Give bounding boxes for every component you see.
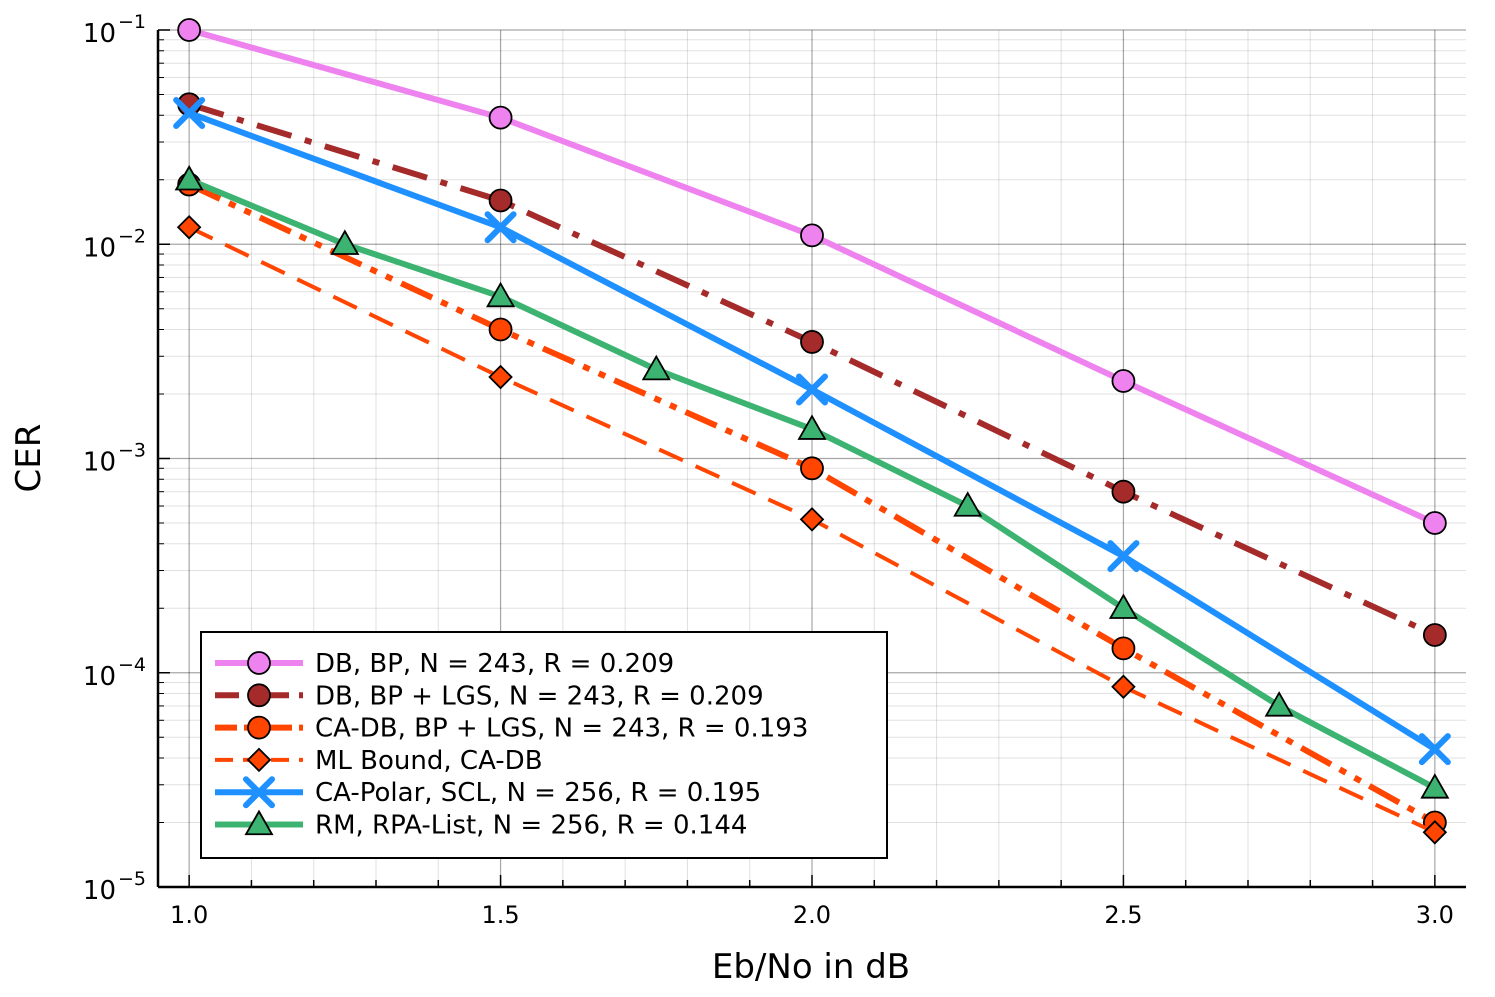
data-point xyxy=(953,491,983,517)
legend-label: DB, BP, N = 243, R = 0.209 xyxy=(315,649,674,679)
data-point xyxy=(488,364,513,390)
y-axis-label: CER xyxy=(9,424,49,493)
data-point xyxy=(1420,773,1450,799)
legend-box xyxy=(200,631,888,859)
data-point xyxy=(488,105,513,130)
legend-marker xyxy=(243,776,275,809)
data-point xyxy=(486,281,516,308)
data-point xyxy=(177,18,202,42)
data-point xyxy=(1422,511,1447,535)
y-tick-exponent: −4 xyxy=(118,654,146,676)
data-point xyxy=(1264,691,1294,717)
y-tick-label: 10 xyxy=(83,448,116,478)
x-tick-label: 3.0 xyxy=(1416,901,1454,929)
data-point xyxy=(488,188,513,213)
y-tick-exponent: −5 xyxy=(118,868,146,890)
y-tick-exponent: −3 xyxy=(118,440,146,462)
legend-entry: CA-Polar, SCL, N = 256, R = 0.195 xyxy=(215,776,761,809)
data-point xyxy=(1111,369,1136,393)
data-point xyxy=(176,215,202,240)
data-point xyxy=(1111,636,1136,661)
y-tick-label: 10 xyxy=(83,662,116,692)
series-6 xyxy=(174,164,1450,799)
x-axis-label: Eb/No in dB xyxy=(712,947,910,987)
x-tick-label: 2.0 xyxy=(793,901,831,929)
data-point xyxy=(799,507,825,532)
data-point xyxy=(1111,479,1136,504)
series-layer xyxy=(173,18,1451,845)
legend-entry: DB, BP, N = 243, R = 0.209 xyxy=(215,649,674,679)
legend-label: CA-DB, BP + LGS, N = 243, R = 0.193 xyxy=(315,714,808,744)
data-point xyxy=(800,223,824,248)
legend-entry: ML Bound, CA-DB xyxy=(215,746,543,776)
y-tick-exponent: −1 xyxy=(118,11,146,33)
data-point xyxy=(330,229,360,255)
x-tick-label: 1.5 xyxy=(481,901,519,929)
series-1 xyxy=(177,18,1447,535)
y-tick-label: 10 xyxy=(83,876,116,906)
y-tick-exponent: −2 xyxy=(118,225,146,247)
legend-label: ML Bound, CA-DB xyxy=(315,746,543,776)
legend-marker xyxy=(247,715,271,740)
data-point xyxy=(1422,623,1447,647)
data-point xyxy=(800,456,824,481)
legend-marker xyxy=(246,747,272,773)
data-point xyxy=(1422,820,1448,845)
legend-entry: CA-DB, BP + LGS, N = 243, R = 0.193 xyxy=(215,714,808,744)
data-point xyxy=(641,354,671,381)
data-point xyxy=(173,96,206,129)
x-tick-label: 2.5 xyxy=(1104,901,1142,929)
legend-label: DB, BP + LGS, N = 243, R = 0.209 xyxy=(315,681,764,711)
data-point xyxy=(1418,733,1451,766)
y-tick-label: 10 xyxy=(83,19,116,49)
data-point xyxy=(488,317,513,342)
legend-marker xyxy=(247,651,271,675)
data-point xyxy=(797,414,827,440)
legend-marker xyxy=(247,683,271,708)
legend-label: CA-Polar, SCL, N = 256, R = 0.195 xyxy=(315,778,761,808)
data-point xyxy=(174,164,204,191)
series-4 xyxy=(176,215,1448,845)
legend-entry: DB, BP + LGS, N = 243, R = 0.209 xyxy=(215,681,764,711)
data-point xyxy=(1107,540,1140,573)
axes-layer: 1.0 1.5 2.0 2.5 3.010−110−210−310−410−5 xyxy=(83,11,1466,929)
data-point xyxy=(796,373,828,406)
data-point xyxy=(800,330,824,354)
series-5 xyxy=(173,96,1451,766)
y-tick-label: 10 xyxy=(83,233,116,263)
x-tick-label: 1.0 xyxy=(170,901,208,929)
legend-marker xyxy=(244,809,274,836)
legend-entry: RM, RPA-List, N = 256, R = 0.144 xyxy=(215,809,747,841)
data-point xyxy=(1108,593,1138,619)
data-point xyxy=(1111,674,1136,700)
legend-label: RM, RPA-List, N = 256, R = 0.144 xyxy=(315,811,747,841)
data-point xyxy=(484,211,517,244)
